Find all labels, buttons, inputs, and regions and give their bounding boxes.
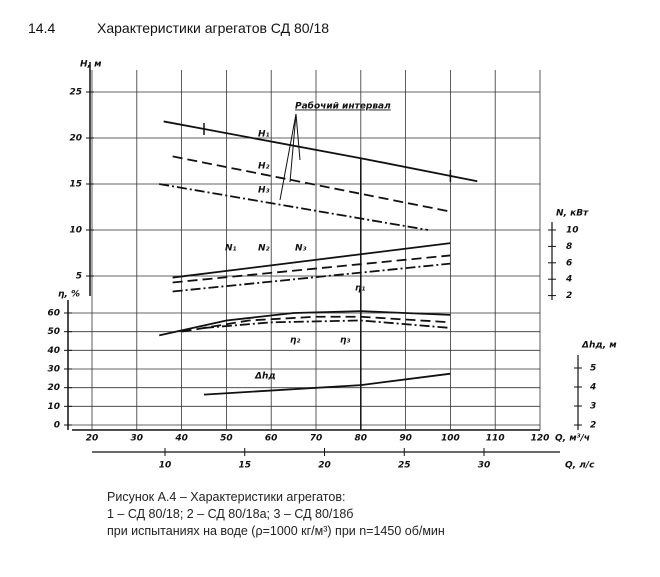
annotation-leader — [289, 113, 297, 183]
x-tick-label: 50 — [220, 434, 233, 444]
x2-tick-label: 15 — [238, 461, 251, 471]
y-tick-label: 10 — [47, 402, 60, 412]
series-line — [163, 120, 478, 183]
x-tick-label: 110 — [486, 434, 505, 444]
caption-line: 1 – СД 80/18; 2 – СД 80/18а; 3 – СД 80/1… — [107, 507, 354, 521]
series-line — [159, 310, 451, 337]
annotation-leader — [295, 113, 301, 161]
caption-line: при испытаниях на воде (ρ=1000 кг/м³) пр… — [107, 524, 445, 538]
y-tick-label: 4 — [589, 383, 596, 393]
x-axis-label: Q, м³/ч — [555, 434, 590, 444]
series-label: N₁ — [225, 244, 237, 254]
series-label: η₃ — [340, 336, 350, 346]
x2-tick-label: 25 — [398, 461, 411, 471]
section-number: 14.4 — [28, 20, 56, 36]
y-axis-label: H, м — [80, 60, 102, 70]
y-tick-label: 2 — [590, 421, 596, 431]
y-axis-label: N, кВт — [556, 209, 589, 219]
series-label: η₂ — [290, 336, 300, 346]
series-label: N₃ — [295, 244, 307, 254]
chart: 20 30 40 50 60 70 80 90 100 110 120 Q, м³/ч10 15 20 25… — [46, 60, 617, 471]
y-tick-label: 10 — [69, 226, 82, 236]
x-tick-label: 80 — [355, 434, 368, 444]
series-line — [172, 155, 451, 213]
y-tick-label: 5 — [76, 272, 82, 282]
series-line — [172, 254, 451, 284]
x-tick-label: 20 — [86, 434, 99, 444]
annotation-leader — [279, 113, 297, 201]
x2-tick-label: 30 — [478, 461, 491, 471]
annotation: Рабочий интервал — [295, 101, 391, 112]
y-tick-label: 25 — [69, 88, 82, 98]
x2-tick-label: 10 — [159, 461, 172, 471]
y-tick-label: 0 — [54, 421, 60, 431]
x2-tick-label: 20 — [318, 461, 331, 471]
x-tick-label: 90 — [399, 434, 412, 444]
y-tick-label: 50 — [47, 327, 60, 337]
y-tick-label: 10 — [566, 226, 579, 236]
y-tick-label: 8 — [566, 242, 572, 252]
series-label: H₃ — [258, 186, 270, 196]
x-tick-label: 60 — [265, 434, 278, 444]
y-axis-label: η, % — [58, 290, 80, 300]
series-line — [172, 262, 451, 293]
y-tick-label: 2 — [566, 291, 572, 301]
x-tick-label: 40 — [174, 434, 188, 444]
series-line — [203, 319, 451, 329]
caption-line: Рисунок А.4 – Характеристики агрегатов: — [107, 490, 346, 504]
series-label: H₁ — [258, 130, 270, 140]
x-tick-label: 100 — [441, 434, 460, 444]
series-label: N₂ — [258, 244, 270, 254]
x2-axis-label: Q, л/с — [565, 461, 595, 471]
y-tick-label: 5 — [590, 364, 596, 374]
y-tick-label: 40 — [46, 346, 60, 356]
x-tick-label: 70 — [310, 434, 323, 444]
y-tick-label: 3 — [590, 402, 596, 412]
series-line — [203, 372, 451, 396]
y-tick-label: 4 — [565, 275, 572, 285]
y-tick-label: 6 — [566, 258, 572, 268]
y-tick-label: 20 — [47, 383, 60, 393]
series-label: H₂ — [258, 162, 270, 172]
y-axis-label: Δhд, м — [581, 341, 617, 351]
y-tick-label: 15 — [69, 180, 82, 190]
section-title: Характеристики агрегатов СД 80/18 — [97, 20, 330, 36]
series-label: Δhд — [254, 372, 276, 382]
y-tick-label: 30 — [47, 365, 60, 375]
x-tick-label: 30 — [131, 434, 144, 444]
series-line — [172, 242, 451, 279]
y-tick-label: 60 — [47, 309, 60, 319]
x-tick-label: 120 — [531, 434, 550, 444]
series-line — [181, 315, 451, 333]
y-tick-label: 20 — [69, 134, 82, 144]
series-line — [159, 183, 429, 231]
